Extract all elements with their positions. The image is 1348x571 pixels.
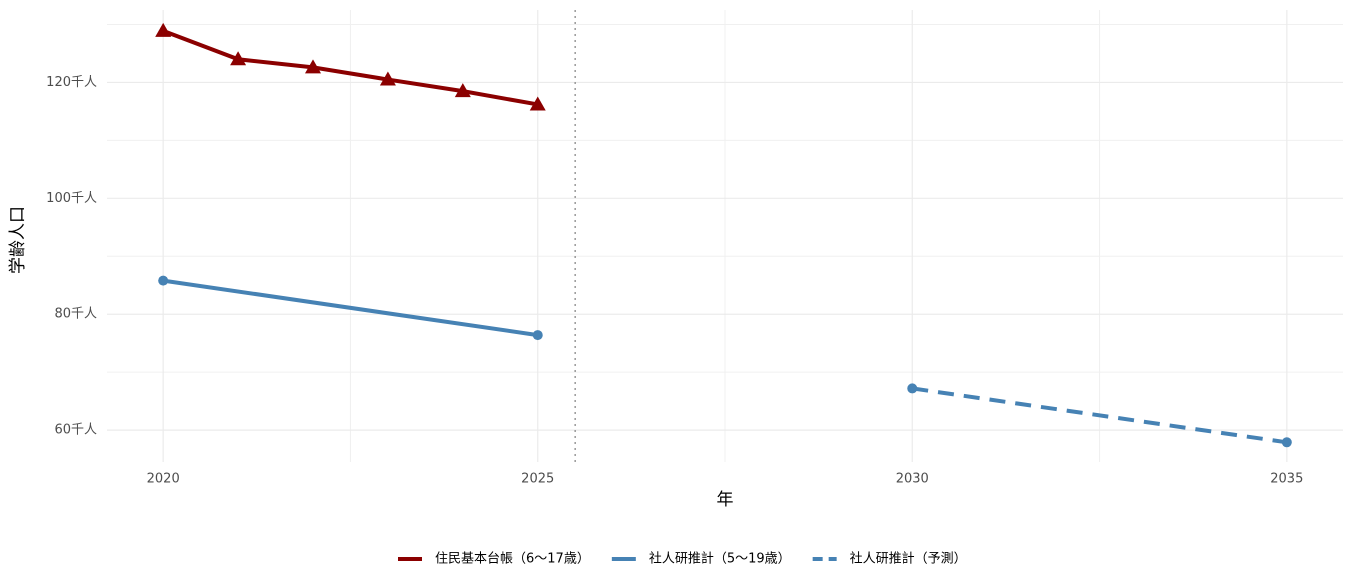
legend-label: 社人研推計（5〜19歳） <box>649 551 791 567</box>
legend-label: 社人研推計（予測） <box>850 551 967 567</box>
marker <box>529 96 546 111</box>
series-line <box>162 28 539 107</box>
marker <box>158 275 169 286</box>
marker <box>1281 437 1292 448</box>
y-tick-label: 80千人 <box>54 307 97 322</box>
legend-label: 住民基本台帳（6〜17歳） <box>435 552 590 567</box>
x-tick-label: 2035 <box>1270 472 1303 487</box>
series-line <box>162 278 539 338</box>
x-tick-label: 2020 <box>147 472 180 487</box>
x-tick-label: 2030 <box>896 472 929 487</box>
x-axis-title: 年 <box>717 490 734 510</box>
x-tick-label: 2025 <box>521 472 554 487</box>
marker <box>532 330 543 341</box>
y-axis-title: 学齢人口 <box>8 206 28 274</box>
marker <box>230 51 247 66</box>
marker <box>155 22 172 37</box>
marker <box>454 83 471 98</box>
marker <box>305 59 321 74</box>
y-tick-label: 100千人 <box>46 191 97 206</box>
y-tick-label: 120千人 <box>46 75 97 90</box>
series-line <box>911 386 1288 445</box>
marker <box>379 71 396 86</box>
y-tick-label: 60千人 <box>54 423 97 438</box>
marker <box>907 383 918 394</box>
